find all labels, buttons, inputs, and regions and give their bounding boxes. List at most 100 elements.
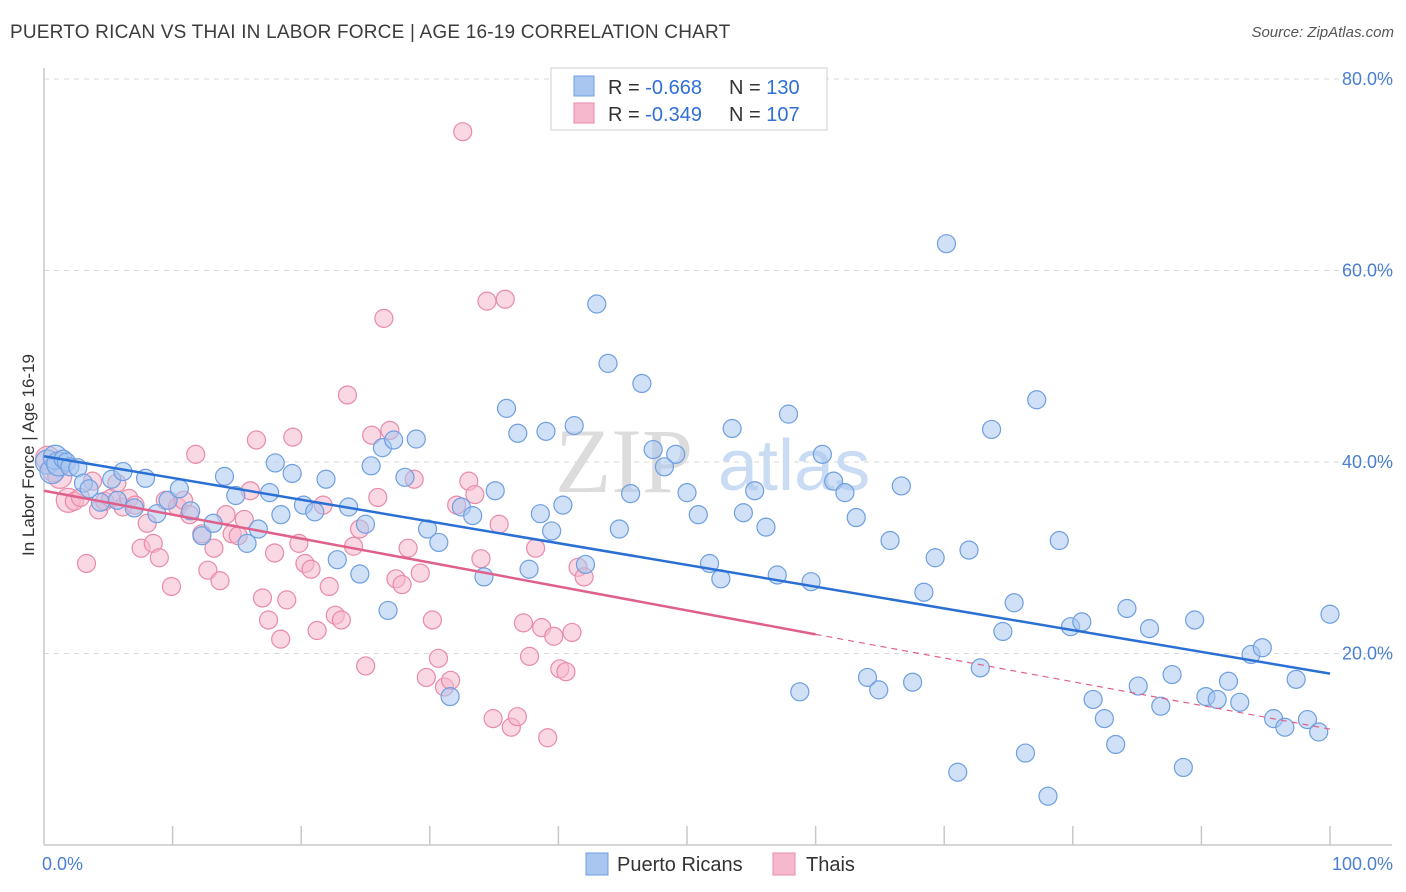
legend-bottom-label-thais: Thais [806,854,855,876]
legend-top: R = -0.668 N = 130 R = -0.349 N = 107 [550,67,828,131]
puerto-ricans-point [1027,390,1047,410]
thais-point [525,538,546,558]
thais-point [519,646,540,666]
puerto-ricans-point [688,505,708,525]
puerto-ricans-point [812,444,832,464]
svg-text:N = 130: N = 130 [729,77,800,99]
thais-point [301,559,321,579]
legend-bottom-label-puerto-ricans: Puerto Ricans [617,854,743,876]
puerto-ricans-point [519,559,539,579]
puerto-ricans-point [158,490,178,510]
legend-swatch-pink [573,102,595,124]
thais-point [453,122,473,142]
y-tick-label-1: 40.0% [1342,452,1393,472]
puerto-ricans-point [1151,696,1171,716]
puerto-ricans-point [993,621,1013,642]
thais-point [507,707,527,727]
thais-point [489,514,509,534]
puerto-ricans-point [1094,709,1114,729]
thais-point [271,629,291,649]
puerto-ricans-point [1072,612,1092,632]
puerto-ricans-point [587,294,607,314]
puerto-ricans-point [869,680,889,700]
thais-point [307,620,327,641]
puerto-ricans-point [378,600,398,621]
trend-lines [43,455,1331,730]
thais-point [337,385,358,405]
puerto-ricans-point [722,418,742,439]
puerto-ricans-point [620,483,641,504]
puerto-ricans-point [778,404,799,424]
legend-r-label-1: R = [608,77,645,99]
puerto-ricans-point [1309,722,1329,742]
puerto-ricans-point [169,479,189,499]
svg-text:R = -0.349: R = -0.349 [608,104,702,126]
puerto-ricans-point [1218,671,1239,691]
thais-point [513,613,534,633]
puerto-ricans-point [857,667,878,688]
puerto-ricans-point [609,519,629,539]
thais-point [538,728,558,748]
legend-swatch-blue [573,75,595,97]
puerto-ricans-trend-line [43,455,1331,675]
thais-point [483,709,503,729]
legend-n-label-1: N = [729,77,766,99]
puerto-ricans-point [237,533,257,553]
puerto-ricans-point [214,466,235,486]
svg-text:R = -0.668: R = -0.668 [608,77,702,99]
thais-point [495,289,515,309]
puerto-ricans-point [496,398,517,418]
puerto-ricans-point [824,471,844,491]
thais-point [258,610,279,630]
thais-point [422,610,443,630]
legend-bottom-swatch-pink [772,852,796,876]
x-tick-label-max: 100.0% [1332,854,1393,874]
x-ticks [171,826,1331,845]
puerto-ricans-point [970,658,990,678]
puerto-ricans-point [282,463,302,484]
puerto-ricans-point [226,485,246,506]
thais-point [374,308,394,328]
puerto-ricans-points [34,234,1340,806]
puerto-ricans-point [936,234,957,254]
puerto-ricans-point [880,530,900,551]
puerto-ricans-point [350,564,370,584]
puerto-ricans-point [181,501,201,521]
legend-n-value-1: 130 [766,77,799,99]
puerto-ricans-point [575,554,596,575]
legend-r-value-2: -0.349 [645,104,702,126]
puerto-ricans-point [553,495,573,515]
x-tick-label-min: 0.0% [42,854,83,874]
puerto-ricans-point [1106,734,1126,755]
puerto-ricans-point [508,423,528,443]
thais-point [362,425,382,445]
puerto-ricans-point [1049,530,1069,551]
chart-title: PUERTO RICAN VS THAI IN LABOR FORCE | AG… [10,22,731,43]
thais-point [410,563,430,583]
thais-point [161,576,182,597]
thais-point [149,548,169,568]
x-tick-labels: 0.0% 100.0% [42,854,1393,874]
puerto-ricans-point [1252,638,1272,658]
puerto-ricans-point [745,481,765,501]
puerto-ricans-point [1015,743,1036,763]
puerto-ricans-point [948,762,968,782]
puerto-ricans-point [914,582,934,602]
thais-point [392,574,412,595]
puerto-ricans-point [981,419,1002,440]
y-tick-label-2: 60.0% [1342,261,1393,281]
puerto-ricans-point [632,373,652,394]
puerto-ricans-point [79,479,99,499]
puerto-ricans-point [327,550,347,570]
puerto-ricans-point [271,505,291,525]
puerto-ricans-point [790,682,810,702]
thais-point [562,622,582,643]
puerto-ricans-point [643,439,663,460]
puerto-ricans-point [1185,610,1205,630]
thais-point [198,560,218,580]
puerto-ricans-point [361,456,381,476]
thais-point [277,590,297,610]
thais-point [477,291,497,311]
puerto-ricans-point [846,507,866,528]
